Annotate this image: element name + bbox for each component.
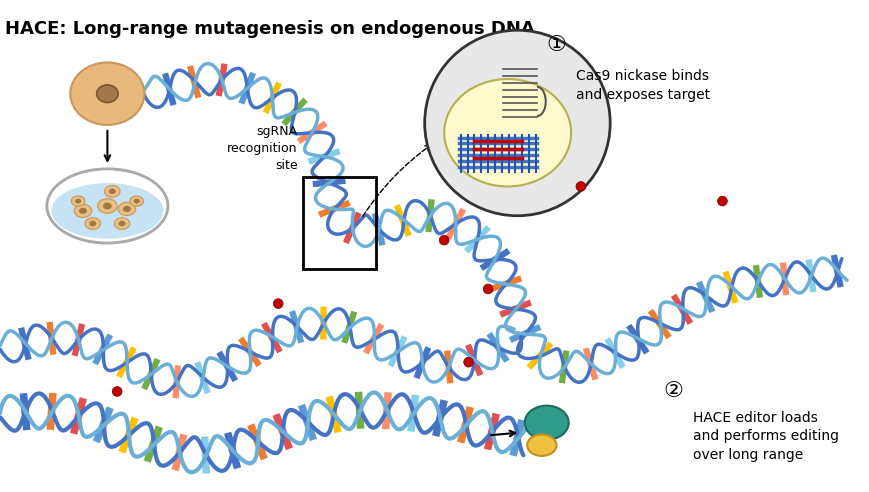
Circle shape xyxy=(482,284,493,294)
Ellipse shape xyxy=(134,199,140,204)
Ellipse shape xyxy=(109,188,116,194)
Ellipse shape xyxy=(103,203,111,210)
Ellipse shape xyxy=(85,217,101,229)
Ellipse shape xyxy=(444,79,570,186)
Ellipse shape xyxy=(79,208,87,214)
Ellipse shape xyxy=(524,405,568,440)
Ellipse shape xyxy=(51,183,163,239)
Ellipse shape xyxy=(129,196,143,206)
Ellipse shape xyxy=(104,185,120,197)
Circle shape xyxy=(439,235,448,245)
Ellipse shape xyxy=(114,217,129,229)
Ellipse shape xyxy=(90,221,96,226)
Circle shape xyxy=(112,387,122,397)
Ellipse shape xyxy=(118,221,125,226)
Ellipse shape xyxy=(96,85,118,102)
Text: ②: ② xyxy=(663,381,683,401)
Ellipse shape xyxy=(123,206,130,212)
Ellipse shape xyxy=(71,196,85,206)
Ellipse shape xyxy=(527,434,556,456)
Circle shape xyxy=(273,299,282,308)
Text: HACE editor loads
and performs editing
over long range: HACE editor loads and performs editing o… xyxy=(693,411,839,462)
Circle shape xyxy=(717,196,726,206)
Ellipse shape xyxy=(118,202,136,215)
Circle shape xyxy=(463,357,473,367)
Ellipse shape xyxy=(70,62,144,125)
Ellipse shape xyxy=(74,204,91,217)
Bar xyxy=(302,177,375,270)
Text: HACE: Long-range mutagenesis on endogenous DNA: HACE: Long-range mutagenesis on endogeno… xyxy=(5,21,534,38)
Circle shape xyxy=(424,30,609,215)
Text: ①: ① xyxy=(546,35,566,55)
Ellipse shape xyxy=(47,169,168,243)
Circle shape xyxy=(575,182,585,191)
Ellipse shape xyxy=(97,199,117,214)
Text: Cas9 nickase binds
and exposes target: Cas9 nickase binds and exposes target xyxy=(575,69,709,102)
Text: sgRNA
recognition
site: sgRNA recognition site xyxy=(227,125,297,172)
Ellipse shape xyxy=(75,199,81,204)
